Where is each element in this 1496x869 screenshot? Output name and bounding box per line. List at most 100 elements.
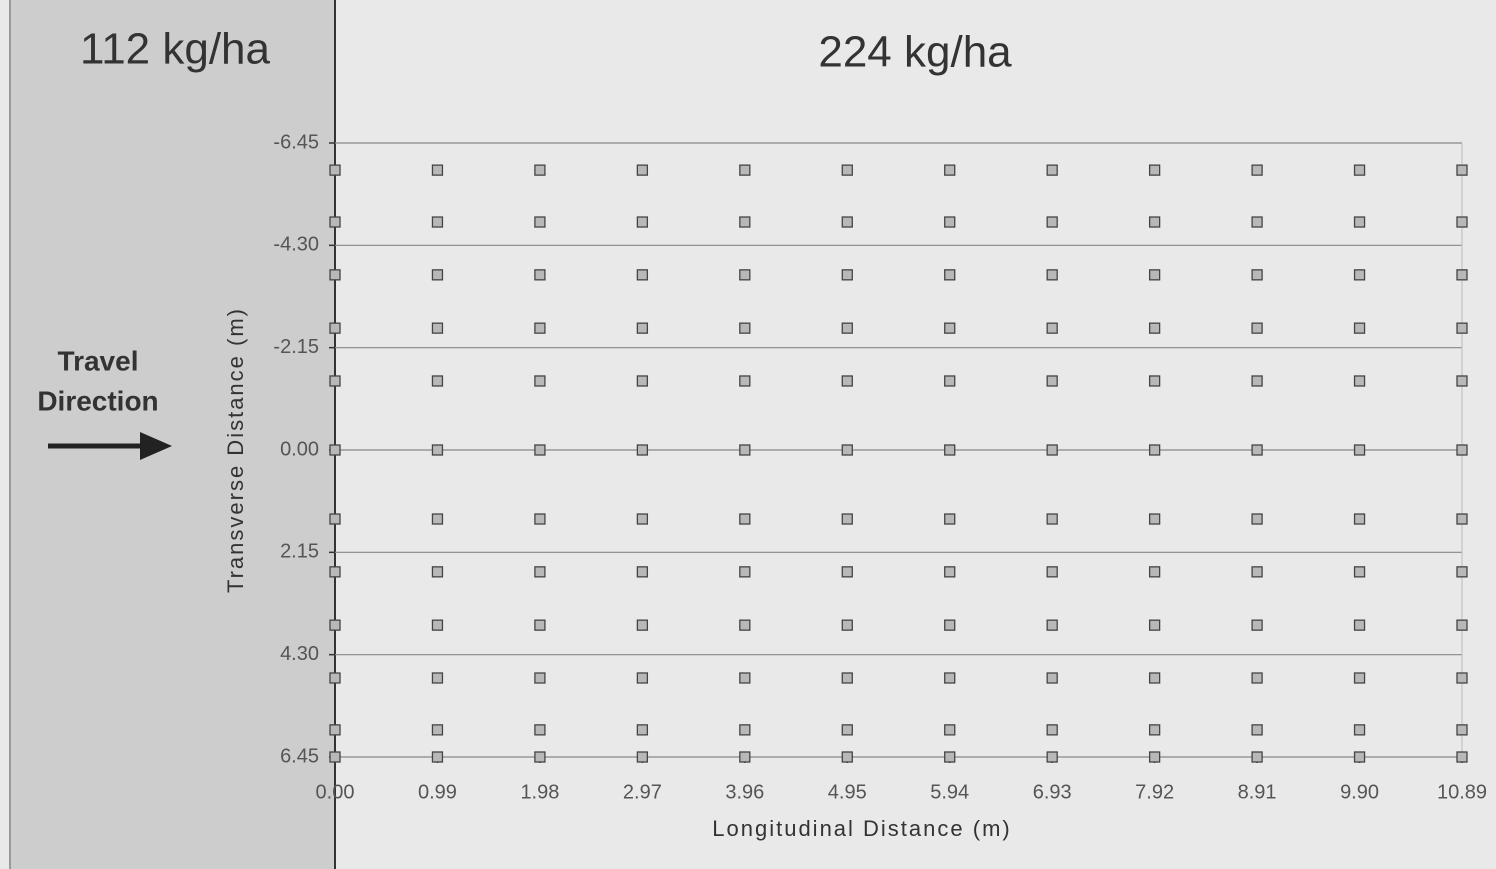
point <box>636 164 649 176</box>
point <box>841 322 853 334</box>
point <box>329 724 341 736</box>
point <box>739 164 751 176</box>
point <box>1251 513 1263 525</box>
point <box>636 672 649 684</box>
x-tick-label: 4.95 <box>828 781 867 803</box>
point <box>944 375 956 387</box>
point <box>534 513 546 525</box>
point <box>1353 672 1366 684</box>
point <box>1046 751 1058 763</box>
point <box>944 322 956 334</box>
point <box>1148 444 1161 456</box>
point <box>1046 375 1058 387</box>
point <box>1251 375 1263 387</box>
point <box>944 566 956 578</box>
point <box>636 513 649 525</box>
y-tick-label: -4.30 <box>273 234 319 256</box>
point <box>944 619 956 631</box>
point <box>739 375 751 387</box>
x-tick-label: 3.96 <box>725 781 764 803</box>
point <box>534 751 546 763</box>
point <box>431 566 444 578</box>
x-tick-label: 5.94 <box>930 781 969 803</box>
point <box>739 619 751 631</box>
x-tick-label: 1.98 <box>520 781 559 803</box>
point <box>841 751 853 763</box>
y-tick-label: 0.00 <box>280 438 319 460</box>
point <box>1148 322 1161 334</box>
point <box>944 513 956 525</box>
point <box>329 375 341 387</box>
point <box>1353 619 1366 631</box>
point <box>534 444 546 456</box>
point <box>1046 216 1058 228</box>
point <box>841 216 853 228</box>
point <box>739 444 751 456</box>
point <box>1456 513 1468 525</box>
point <box>1046 269 1058 281</box>
point <box>944 216 956 228</box>
point <box>636 724 649 736</box>
x-tick-label: 6.93 <box>1033 781 1072 803</box>
point <box>739 513 751 525</box>
point <box>1148 672 1161 684</box>
point <box>1148 513 1161 525</box>
point <box>944 672 956 684</box>
point <box>1046 444 1058 456</box>
point <box>841 444 853 456</box>
x-tick-label: 2.97 <box>623 781 662 803</box>
point <box>841 164 853 176</box>
point <box>329 513 341 525</box>
point <box>636 322 649 334</box>
x-tick-label: 0.00 <box>316 781 355 803</box>
point <box>1046 322 1058 334</box>
point <box>1148 566 1161 578</box>
left-label: 112 kg/ha <box>80 25 271 74</box>
point <box>739 724 751 736</box>
point <box>431 216 444 228</box>
point <box>1251 619 1263 631</box>
point <box>739 269 751 281</box>
point <box>431 751 444 763</box>
point <box>1046 724 1058 736</box>
point <box>1456 322 1468 334</box>
point <box>1251 269 1263 281</box>
point <box>841 513 853 525</box>
point <box>431 444 444 456</box>
left-panel <box>10 0 335 869</box>
point <box>841 619 853 631</box>
point <box>1353 751 1366 763</box>
point <box>1148 375 1161 387</box>
point <box>1353 164 1366 176</box>
point <box>534 216 546 228</box>
point <box>1148 269 1161 281</box>
point <box>329 619 341 631</box>
right-label: 224 kg/ha <box>818 28 1012 77</box>
point <box>1456 375 1468 387</box>
point <box>636 566 649 578</box>
point <box>1148 751 1161 763</box>
point <box>1046 164 1058 176</box>
point <box>431 619 444 631</box>
point <box>739 672 751 684</box>
point <box>534 724 546 736</box>
point <box>1046 513 1058 525</box>
x-tick-label: 9.90 <box>1340 781 1379 803</box>
arrow-head <box>140 432 172 460</box>
point <box>431 513 444 525</box>
point <box>739 216 751 228</box>
point <box>534 269 546 281</box>
point <box>944 444 956 456</box>
point <box>1456 751 1468 763</box>
point <box>534 619 546 631</box>
point <box>1148 724 1161 736</box>
y-tick-label: 2.15 <box>280 541 319 563</box>
x-tick-label: 10.89 <box>1437 781 1487 803</box>
point <box>1251 164 1263 176</box>
point <box>1456 216 1468 228</box>
y-tick-label: 6.45 <box>280 745 319 767</box>
point <box>1353 322 1366 334</box>
point <box>841 672 853 684</box>
point <box>1046 566 1058 578</box>
point <box>329 216 341 228</box>
